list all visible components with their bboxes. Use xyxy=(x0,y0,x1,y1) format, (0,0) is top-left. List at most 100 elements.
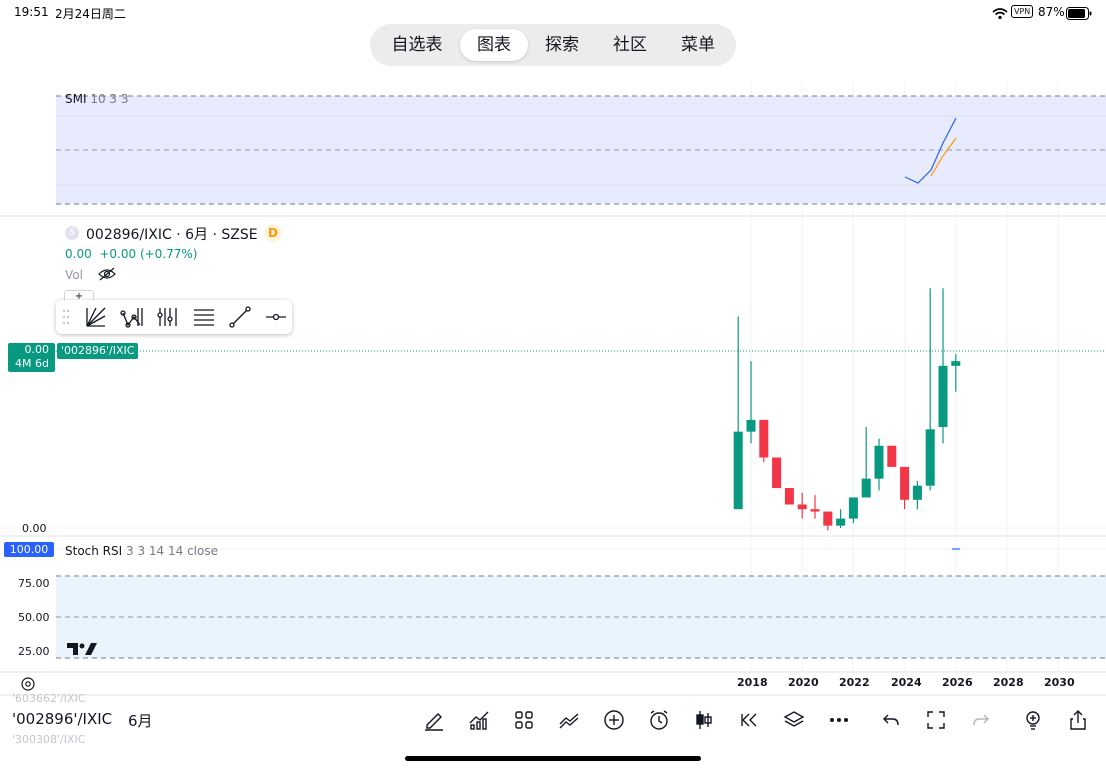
home-indicator xyxy=(405,756,701,761)
candle-style-icon[interactable] xyxy=(690,706,718,734)
vpn-badge: VPN xyxy=(1011,5,1034,18)
candlestick-series xyxy=(733,288,961,531)
candle xyxy=(887,445,897,467)
candle-body xyxy=(759,419,769,458)
candle-body xyxy=(900,466,910,500)
x-tick-2020: 2020 xyxy=(788,676,819,689)
candle-body xyxy=(925,429,935,486)
vol-label: Vol xyxy=(65,268,83,282)
candle-body xyxy=(836,518,846,526)
stoch-name: Stoch RSI xyxy=(65,544,123,558)
candle xyxy=(938,288,948,444)
candle xyxy=(861,426,871,498)
gann-fan-icon[interactable] xyxy=(84,305,108,333)
series-name-tag: '002896'/IXIC xyxy=(57,343,139,359)
collapse-button[interactable]: + xyxy=(64,290,94,302)
candle-body xyxy=(887,445,897,467)
candle xyxy=(733,316,743,510)
candle-body xyxy=(797,504,807,510)
layers-icon[interactable] xyxy=(780,706,808,734)
indicators-icon[interactable] xyxy=(465,706,493,734)
horizontal-ray-icon[interactable] xyxy=(264,305,288,333)
candle-body xyxy=(861,478,871,498)
drag-handle-icon[interactable] xyxy=(62,309,70,329)
candle xyxy=(797,492,807,519)
current-symbol[interactable]: '002896'/IXIC xyxy=(12,710,113,728)
x-tick-2022: 2022 xyxy=(839,676,870,689)
candle xyxy=(848,497,858,524)
redo-icon[interactable] xyxy=(967,706,995,734)
drawing-toolbar xyxy=(56,300,292,334)
candle-body xyxy=(733,431,743,510)
battery-percent: 87% xyxy=(1038,5,1065,19)
exchange-logo-icon: S xyxy=(65,226,79,240)
delayed-badge[interactable]: D xyxy=(264,224,282,242)
next-symbol[interactable]: '300308'/IXIC xyxy=(12,733,86,746)
candle-body xyxy=(784,488,794,505)
stoch-level-50: 50.00 xyxy=(18,611,50,624)
eye-hidden-icon[interactable] xyxy=(97,266,117,286)
smi-signal-line xyxy=(930,137,957,177)
candle xyxy=(925,288,935,491)
price-tag-countdown: 4M 6d xyxy=(15,357,49,370)
trend-line-icon[interactable] xyxy=(228,305,252,333)
battery-icon xyxy=(1066,5,1092,24)
candle-body xyxy=(912,485,922,500)
stoch-level-75: 75.00 xyxy=(18,577,50,590)
alarm-clock-icon[interactable] xyxy=(645,706,673,734)
stoch-params: 3 3 14 14 close xyxy=(126,544,218,558)
fib-time-zone-icon[interactable] xyxy=(156,305,180,333)
candle xyxy=(900,466,910,510)
price-readout: 0.00 +0.00 (+0.77%) xyxy=(65,247,198,261)
price-change: +0.00 (+0.77%) xyxy=(99,247,198,261)
tab-watchlist[interactable]: 自选表 xyxy=(391,35,443,55)
stoch-label: Stoch RSI 3 3 14 14 close xyxy=(65,544,218,558)
tradingview-logo-icon xyxy=(66,641,98,661)
undo-icon[interactable] xyxy=(877,706,905,734)
smi-name: SMI xyxy=(65,92,87,106)
settings-gear-icon[interactable] xyxy=(20,676,36,696)
top-nav: 自选表 图表 探索 社区 菜单 xyxy=(370,24,736,66)
more-dots-icon[interactable] xyxy=(825,706,853,734)
pencil-draw-icon[interactable] xyxy=(420,706,448,734)
interval-button[interactable]: 6月 xyxy=(128,712,153,730)
x-tick-2026: 2026 xyxy=(942,676,973,689)
candle-body xyxy=(810,509,820,512)
pattern-tool-icon[interactable] xyxy=(120,305,144,333)
tab-community[interactable]: 社区 xyxy=(613,35,647,55)
layout-grid-icon[interactable] xyxy=(510,706,538,734)
candle xyxy=(951,354,961,392)
x-tick-2028: 2028 xyxy=(993,676,1024,689)
compare-icon[interactable] xyxy=(555,706,583,734)
price-tag-value: 0.00 xyxy=(24,343,50,356)
tab-explore[interactable]: 探索 xyxy=(545,35,579,55)
candle-body xyxy=(772,457,782,489)
share-icon[interactable] xyxy=(1064,706,1092,734)
candle xyxy=(823,511,833,531)
candle xyxy=(746,361,756,444)
prev-symbol[interactable]: '603662'/IXIC xyxy=(12,692,86,705)
candle-body xyxy=(874,445,884,479)
symbol-title[interactable]: 002896/IXIC · 6月 · SZSE xyxy=(86,227,258,243)
candle xyxy=(874,438,884,491)
candle xyxy=(810,495,820,519)
price-scale-tag: 0.00 4M 6d xyxy=(8,343,55,372)
candle-body xyxy=(746,419,756,432)
fullscreen-icon[interactable] xyxy=(922,706,950,734)
add-plus-circle-icon[interactable] xyxy=(600,706,628,734)
stoch-level-25: 25.00 xyxy=(18,645,50,658)
candle xyxy=(759,419,769,463)
x-tick-2018: 2018 xyxy=(737,676,768,689)
replay-rewind-icon[interactable] xyxy=(735,706,763,734)
candle-body xyxy=(938,365,948,427)
tab-menu[interactable]: 菜单 xyxy=(681,35,715,55)
smi-label: SMI 10 3 3 xyxy=(65,92,129,106)
candle xyxy=(912,481,922,510)
smi-params: 10 3 3 xyxy=(90,92,129,106)
idea-lightbulb-icon[interactable] xyxy=(1019,706,1047,734)
wifi-icon xyxy=(992,5,1008,24)
tab-chart[interactable]: 图表 xyxy=(460,29,528,61)
status-time: 19:51 xyxy=(14,5,49,19)
parallel-lines-icon[interactable] xyxy=(192,305,216,333)
